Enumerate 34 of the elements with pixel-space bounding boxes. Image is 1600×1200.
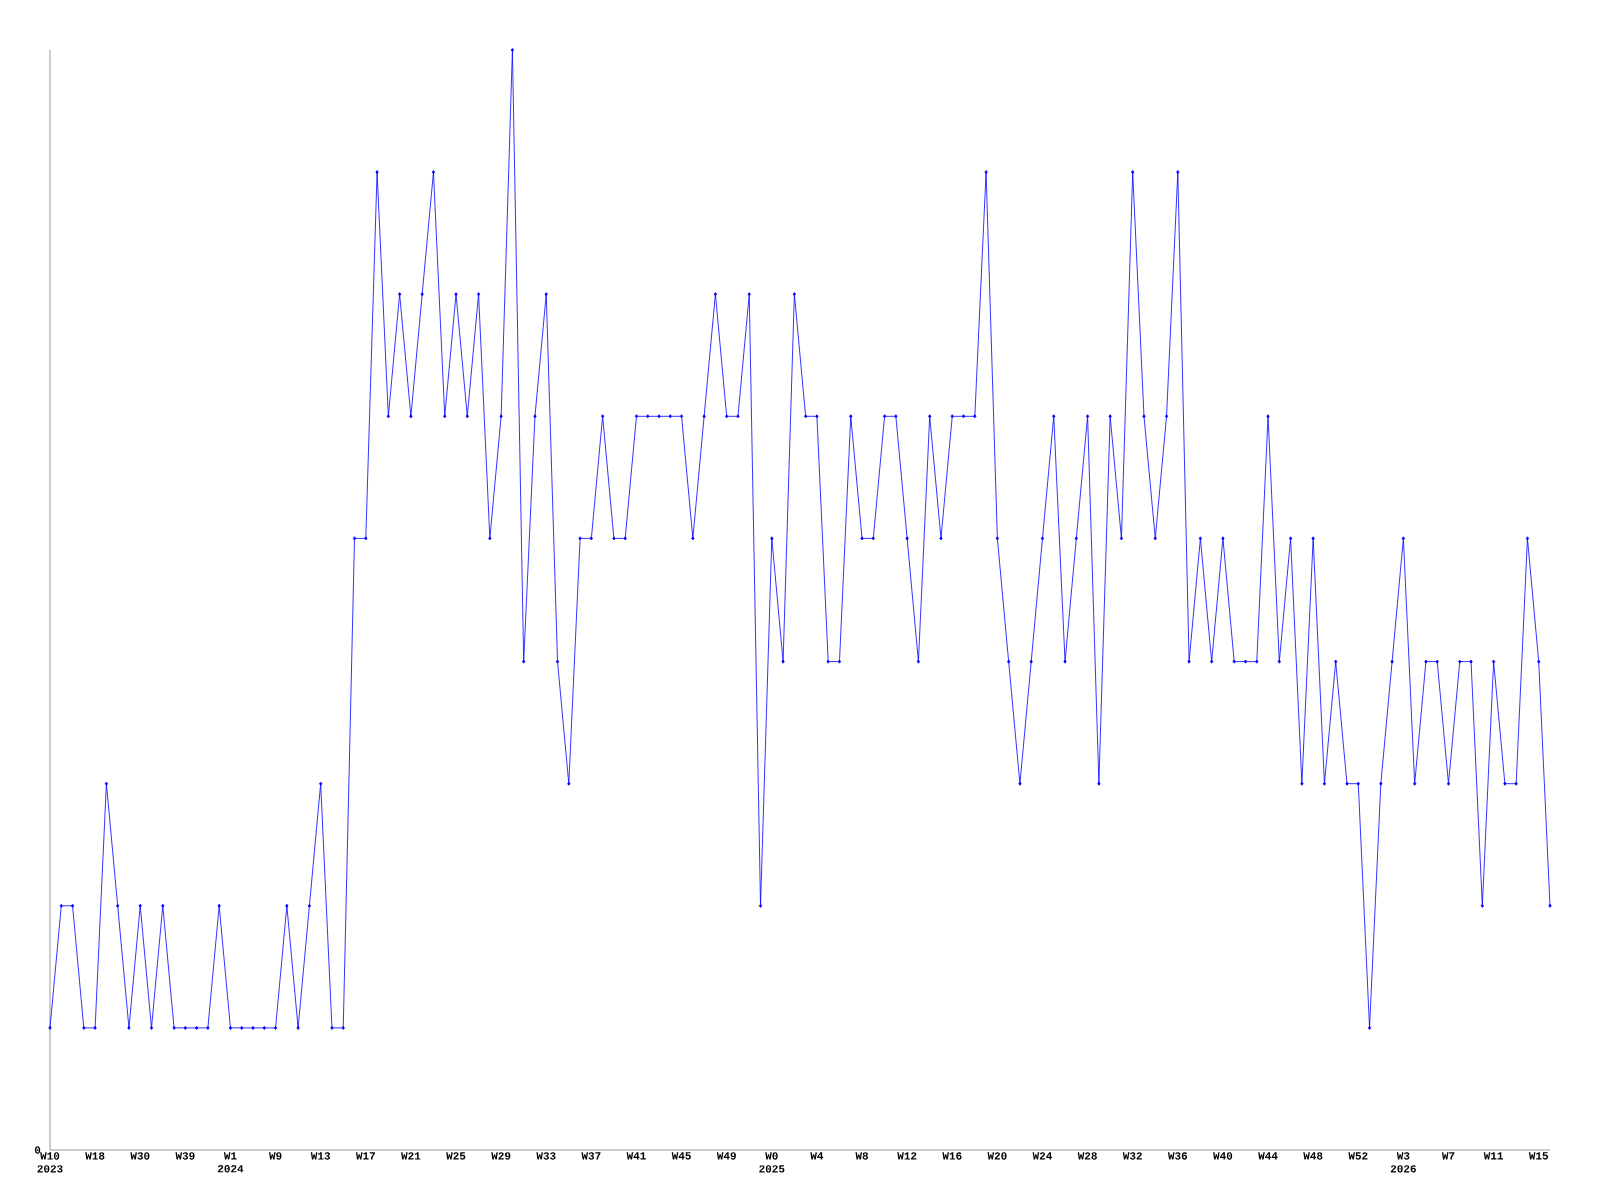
x-tick-label: W17 [355,1152,375,1160]
x-tick-label: W40 [1213,1152,1233,1160]
x-tick-label: W20 [987,1152,1007,1160]
x-tick-label: W11 [1483,1152,1504,1160]
x-tick-label: W8 [855,1152,869,1160]
x-tick-label: W18 [85,1152,105,1160]
x-tick-label: W28 [1077,1152,1097,1160]
x-tick-label: W21 [401,1152,421,1160]
x-tick-label: W49 [716,1152,736,1160]
x-tick-label: W12 [897,1152,917,1160]
x-tick-label: W36 [1167,1152,1188,1160]
x-tick-label: W16 [942,1152,962,1160]
x-tick-label: W25 [446,1152,466,1160]
x-tick-label: W4 [810,1152,824,1160]
x-tick-label: W15 [1528,1152,1549,1160]
x-tick-label: W41 [626,1152,646,1160]
x-tick-label: W1 2024 [217,1152,244,1173]
x-tick-label: W0 2025 [759,1152,785,1173]
x-tick-label: W45 [671,1152,691,1160]
text: 0 [34,1146,41,1154]
x-tick-label: W48 [1303,1152,1323,1160]
x-tick-label: W13 [310,1152,330,1160]
x-tick-label: W3 2026 [1390,1152,1416,1173]
x-tick-label: W39 [175,1152,195,1160]
x-tick-label: W7 [1441,1152,1455,1160]
x-tick-label: W9 [268,1152,282,1160]
x-tick-label: W29 [491,1152,511,1160]
x-tick-label: W37 [581,1152,601,1160]
x-tick-label: W24 [1032,1152,1053,1160]
x-tick-label: W32 [1122,1152,1142,1160]
x-tick-label: W30 [130,1152,150,1160]
x-tick-label: W33 [536,1152,556,1160]
x-tick-label: W44 [1258,1152,1278,1160]
x-tick-label: W52 [1348,1152,1368,1160]
